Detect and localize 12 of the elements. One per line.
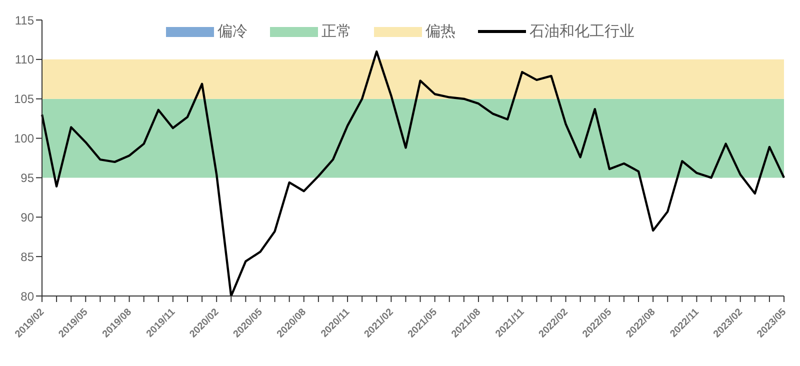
y-tick-label: 115 — [14, 13, 34, 28]
y-tick-label: 105 — [14, 92, 34, 106]
legend-label: 石油和化工行业 — [528, 22, 634, 41]
y-tick-label: 95 — [20, 170, 34, 185]
legend-label: 偏热 — [424, 22, 456, 41]
y-tick-label: 80 — [20, 289, 34, 304]
y-tick-label: 90 — [20, 210, 34, 224]
y-tick-label: 85 — [20, 250, 34, 264]
y-tick-label: 110 — [14, 52, 34, 67]
y-tick-label: 100 — [14, 132, 34, 146]
legend-label: 偏冷 — [216, 22, 248, 41]
legend-label: 正常 — [320, 22, 352, 41]
